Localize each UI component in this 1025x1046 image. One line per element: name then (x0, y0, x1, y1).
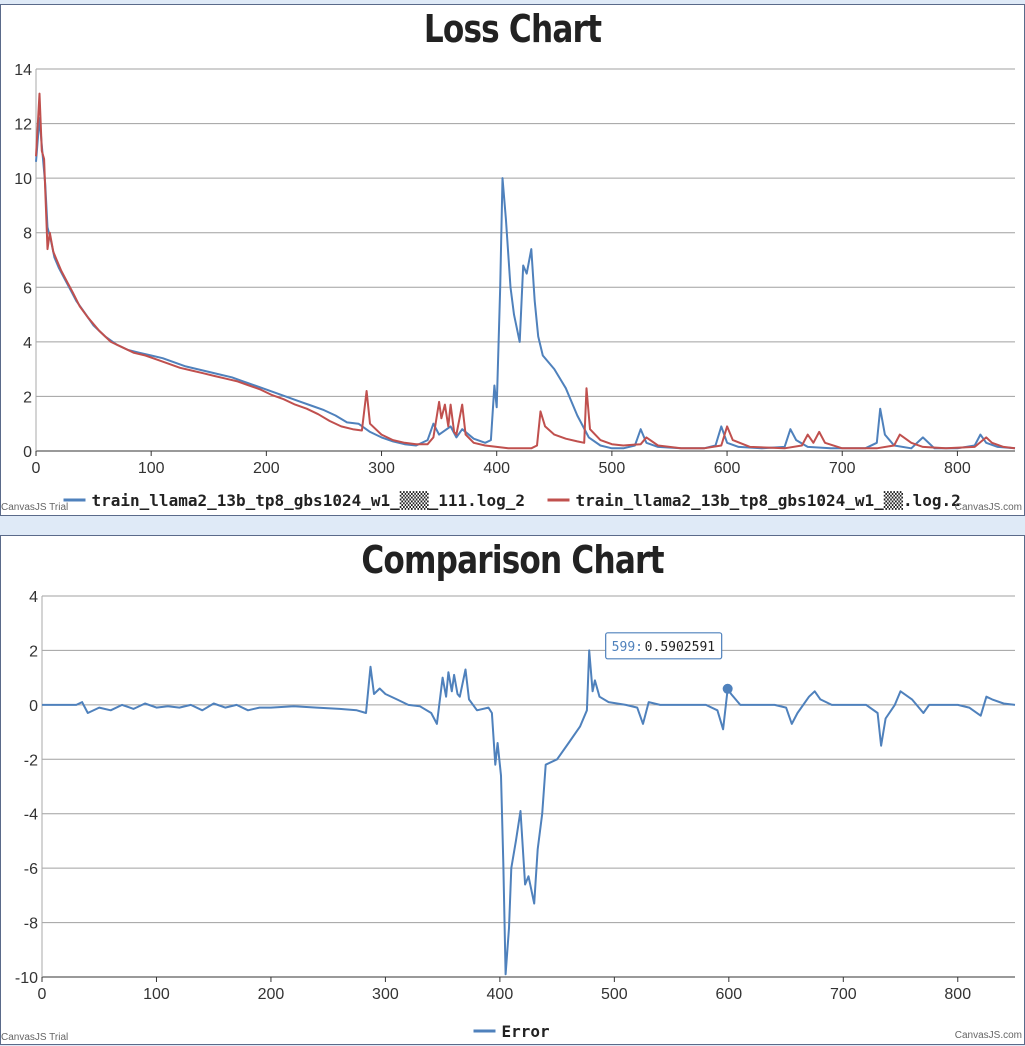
tooltip-value: 0.5902591 (645, 640, 715, 655)
y-tick-label: -4 (24, 807, 38, 824)
watermark-canvasjs: CanvasJS.com (954, 502, 1022, 513)
x-tick-label: 600 (715, 986, 742, 1003)
highlight-marker (722, 683, 733, 694)
x-tick-label: 600 (714, 460, 741, 477)
legend-label: train_llama2_13b_tp8_gbs1024_w1_▒▒▒_111.… (92, 491, 525, 510)
x-tick-label: 500 (599, 460, 626, 477)
y-tick-label: 0 (23, 444, 32, 461)
y-tick-label: 2 (23, 389, 32, 406)
loss-chart: 0 2 4 6 8 10 12 14 0 100 200 300 400 500 600 700 800 trai… (14, 62, 1016, 510)
tooltip-box (605, 632, 723, 660)
y-tick-label: -2 (24, 752, 38, 769)
comparison-chart-panel: Comparison Chart -10 -8 -6 -4 -2 0 2 4 0 100 200 30… (0, 535, 1025, 1045)
x-tick-label: 800 (944, 460, 971, 477)
x-tick-label: 0 (38, 986, 47, 1003)
loss-chart-panel: Loss Chart 0 2 4 6 8 10 12 14 0 100 200 300 400 500 60… (0, 4, 1025, 516)
series-line-1 (35, 117, 1016, 450)
legend-label: Error (502, 1022, 550, 1041)
chart-title: Loss Chart (423, 7, 602, 51)
y-tick-label: 4 (23, 335, 32, 352)
x-tick-label: 300 (368, 460, 395, 477)
y-tick-label: -10 (15, 970, 38, 987)
y-tick-label: -6 (24, 861, 38, 878)
watermark-trial: CanvasJS Trial (1, 502, 69, 513)
x-tick-label: 500 (601, 986, 628, 1003)
series-line-1 (42, 649, 1016, 976)
y-tick-label: 4 (29, 589, 38, 606)
x-tick-label: 200 (253, 460, 280, 477)
comparison-chart: -10 -8 -6 -4 -2 0 2 4 0 100 200 300 400 500 600 700 800 5… (15, 589, 1016, 1041)
y-tick-label: 6 (23, 280, 32, 297)
x-tick-label: 300 (372, 986, 399, 1003)
y-tick-label: -8 (24, 916, 38, 933)
watermark-canvasjs: CanvasJS.com (954, 1030, 1022, 1041)
x-tick-label: 700 (829, 460, 856, 477)
y-tick-label: 10 (14, 171, 32, 188)
x-tick-label: 100 (143, 986, 170, 1003)
x-tick-label: 700 (830, 986, 857, 1003)
legend-label: train_llama2_13b_tp8_gbs1024_w1_▒▒.log.2 (576, 491, 961, 510)
y-tick-label: 0 (29, 698, 38, 715)
y-tick-label: 8 (23, 226, 32, 243)
watermark-trial: CanvasJS Trial (1, 1032, 69, 1043)
x-tick-label: 800 (944, 986, 971, 1003)
y-tick-label: 14 (14, 62, 32, 79)
series-line-2 (35, 92, 1016, 450)
tooltip-x-label: 599: (612, 640, 643, 655)
x-tick-label: 0 (32, 460, 41, 477)
x-tick-label: 400 (487, 986, 514, 1003)
y-tick-label: 12 (14, 117, 32, 134)
y-tick-label: 2 (29, 643, 38, 660)
x-tick-label: 100 (138, 460, 165, 477)
x-tick-label: 200 (258, 986, 285, 1003)
x-tick-label: 400 (483, 460, 510, 477)
chart-title: Comparison Chart (361, 538, 664, 582)
tooltip: 599: 0.5902591 (605, 632, 723, 660)
